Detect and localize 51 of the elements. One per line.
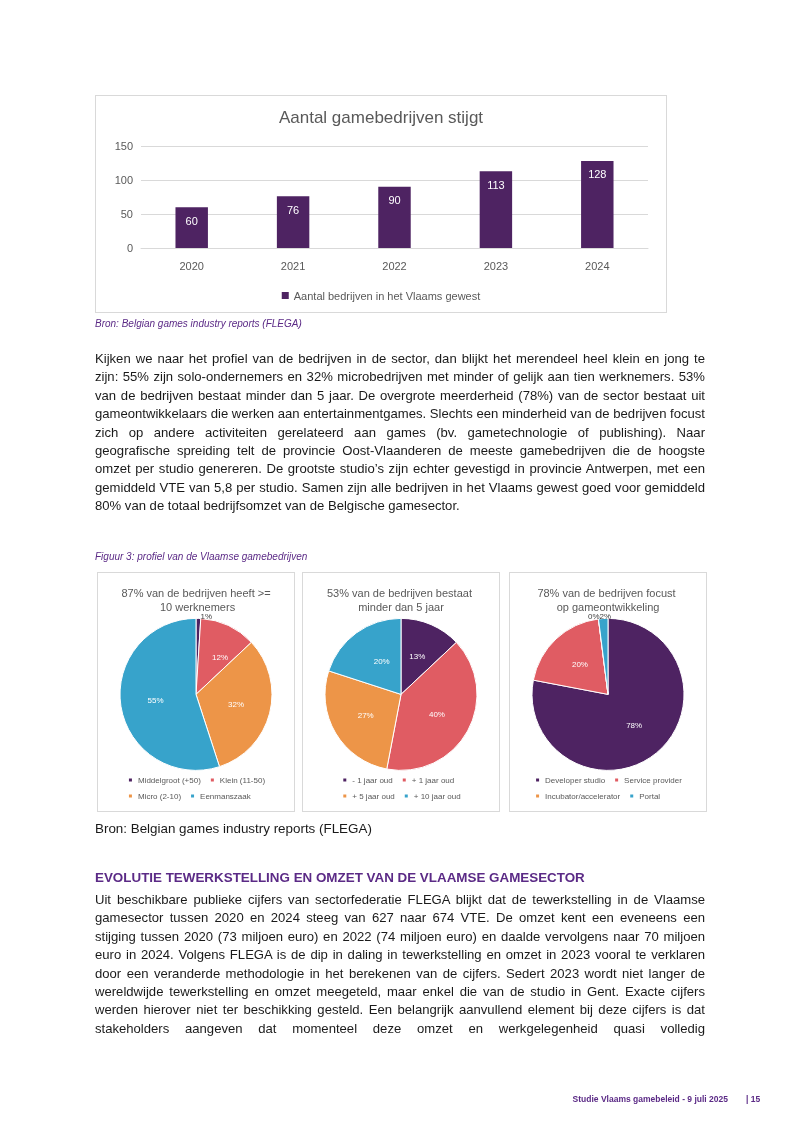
y-tick-label: 100 (114, 174, 133, 186)
chart-title: 53% van de bedrijven bestaat minder dan 5 jaar (327, 587, 475, 613)
data-label: 2% (599, 612, 612, 622)
legend-label: Micro (2-10) (137, 791, 182, 801)
legend-label: Aantal bedrijven in het Vlaams gewest (293, 289, 481, 302)
data-label: 90 (388, 194, 401, 207)
legend-label: + 5 jaar oud (352, 791, 395, 801)
x-tick-label: 2021 (280, 259, 306, 272)
data-label: 40% (428, 709, 445, 719)
legend-label: Middelgroot (+50) (137, 775, 202, 785)
data-label: 1% (200, 611, 213, 621)
x-tick-label: 2024 (585, 259, 610, 272)
text: 0% (587, 612, 600, 622)
x-tick-label: 2020 (179, 259, 204, 272)
data-label: 13% (409, 652, 426, 662)
data-label: 55% (147, 696, 164, 706)
text: Bron: Belgian games industry reports (FLEGA) (95, 821, 372, 836)
text: Figuur 3: profiel van de Vlaamse gamebedrijven (95, 551, 308, 562)
data-label: 60 (185, 214, 198, 227)
chart-title: 78% van de bedrijven focust op gameontwikkeling (537, 587, 679, 613)
text: Kijken we naar het profiel van de bedrijven in de sector, dan blijkt het merendeel heel klein en jong te zijn: 55% zijn solo-ondernemers en 32% microbedrijven met minder of gelijk aan tien werknemers. 53% van de bedrijven bestaat minder dan 5 jaar. De overgrote meerderheid (78%) van de sector bestaat uit gameontwikkelaars die werken aan entertainmentgames. Slechts een minderheid van de bedrijven focust zich op andere activiteiten gerelateerd aan games (bv. gametechnologie of publishing). Naar geografische spreiding telt de provincie Oost-Vlaanderen de meeste gamebedrijven die de hoogste omzet per studio genereren. De grootste studio’s zijn echter gevestigd in provincie Antwerpen, met een gemiddeld VTE van 5,8 per studio. Samen zijn alle bedrijven in het Vlaams gewest goed voor gemiddeld 80% van de totaal bedrijfsomzet van de Belgische gamesector. (95, 351, 705, 514)
chart-title: 87% van de bedrijven heeft >= 10 werknemers (121, 587, 271, 613)
y-tick-label: 50 (120, 208, 133, 220)
legend-label: Incubator/accelerator (545, 791, 621, 801)
y-tick-label: 150 (114, 140, 133, 152)
data-label: 128 (588, 168, 607, 181)
y-tick-label: 0 (126, 242, 133, 254)
legend-label: + 10 jaar oud (413, 791, 461, 801)
text: Studie Vlaams gamebeleid - 9 juli 2025 (572, 1094, 728, 1104)
data-label: 78% (626, 721, 643, 731)
x-tick-label: 2023 (483, 259, 509, 272)
data-label: 20% (571, 659, 588, 669)
legend-label: Developer studio (545, 775, 606, 785)
legend-label: Eenmanszaak (200, 791, 252, 801)
text: EVOLUTIE TEWERKSTELLING EN OMZET VAN DE VLAAMSE GAMESECTOR (95, 870, 585, 885)
data-label: 76 (286, 203, 300, 216)
legend-label: - 1 jaar oud (352, 775, 393, 785)
legend-label: Klein (11-50) (219, 775, 266, 785)
legend-label: + 1 jaar oud (411, 775, 455, 785)
data-label: 27% (357, 710, 374, 720)
x-tick-label: 2022 (382, 259, 407, 272)
text: | 15 (746, 1094, 761, 1104)
data-label: 12% (212, 652, 229, 662)
chart-title: Aantal gamebedrijven stijgt (278, 108, 484, 127)
legend-label: Portal (639, 791, 661, 801)
text: Uit beschikbare publieke cijfers van sectorfederatie FLEGA blijkt dat de tewerkstelling in de Vlaamse gamesector tussen 2020 en 2024 steeg van 627 naar 674 VTE. De omzet kent een eveneens een stijging tussen 2020 (73 miljoen euro) en 2022 (74 miljoen euro) en daalde vervolgens naar 70 miljoen euro in 2024. Volgens FLEGA is de dip in daling in tewerkstelling en omzet in 2023 vooral te verklaren door een veranderde methodologie in het berekenen van de cijfers. Sedert 2023 wordt niet langer de wereldwijde tewerkstelling en omzet meegeteld, maar enkel die van de studio in Gent. Exacte cijfers werden hierover niet ter beschikking gesteld. Een belangrijk aanvullend element bij deze cijfers is dat stakeholders aangeven dat momenteel deze omzet en werkgelegenheid quasi volledig (95, 891, 705, 1038)
data-label: 32% (228, 700, 245, 710)
text: Bron: Belgian games industry reports (FLEGA) (95, 318, 302, 329)
data-label: 113 (487, 178, 505, 191)
data-label: 20% (373, 656, 390, 666)
legend-label: Service provider (624, 775, 683, 785)
